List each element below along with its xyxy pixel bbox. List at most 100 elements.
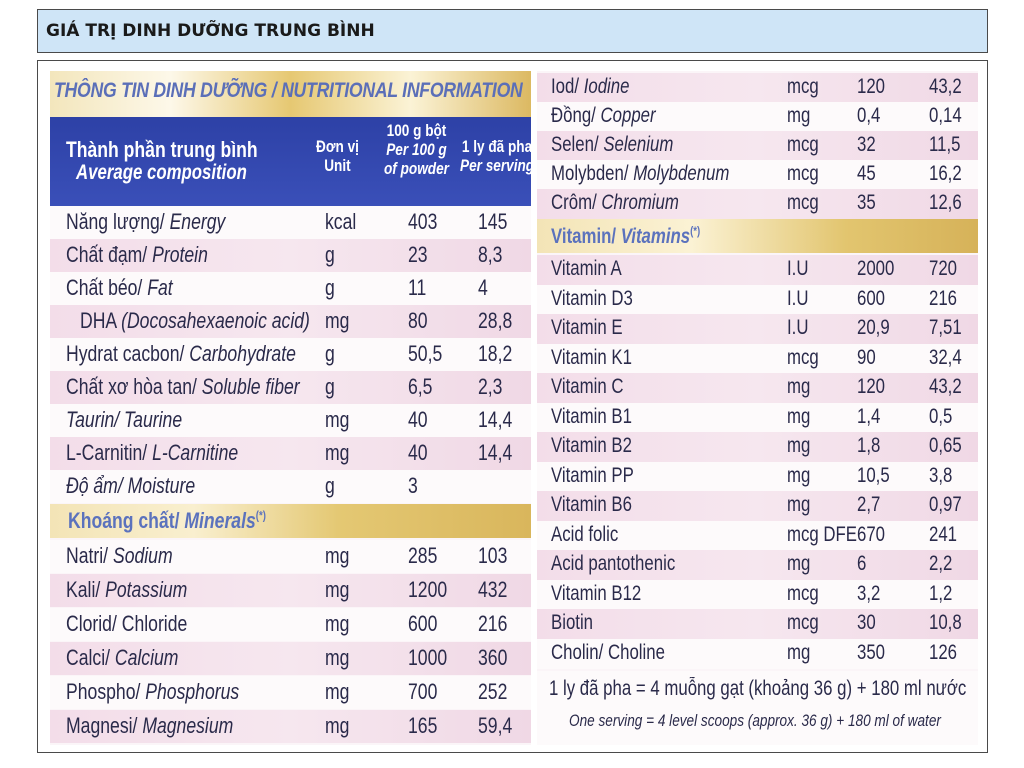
- vitamin-row: Acid pantothenic mg 6 2,2: [537, 550, 978, 580]
- nutrient-unit: mg: [325, 308, 350, 333]
- nutrient-per-serving: 4: [478, 275, 488, 300]
- mineral-row: Magnesi/ Magnesium mg 165 59,4: [50, 710, 531, 743]
- minerals-title: Khoáng chất/ Minerals(*): [68, 508, 266, 534]
- vitamin-per-100g: 6: [857, 552, 867, 575]
- nutrient-row: Hydrat cacbon/ Carbohydrate g 50,5 18,2: [50, 338, 531, 371]
- mineral-name-en: Phosphorus: [145, 679, 240, 704]
- mineral-name: Molybden/ Molybdenum: [551, 162, 729, 186]
- vitamin-row: Acid folic mcg DFE 670 241: [537, 520, 978, 551]
- nutrient-name-en: Fat: [147, 275, 173, 300]
- mineral-unit: mcg: [787, 191, 819, 214]
- col-unit-vi: Đơn vị: [316, 137, 359, 156]
- nutrient-row: DHA (Docosahexaenoic acid) mg 80 28,8: [50, 305, 531, 338]
- mineral-per-100g: 700: [408, 679, 438, 704]
- vitamin-per-100g: 3,2: [857, 581, 881, 605]
- nutrient-per-serving: 8,3: [478, 242, 503, 267]
- mineral-name-vi: Đồng/: [551, 104, 601, 127]
- vitamin-row: Biotin mcg 30 10,8: [537, 609, 978, 639]
- minerals-band: Khoáng chất/ Minerals(*): [50, 504, 531, 538]
- vitamin-row: Vitamin B12 mcg 3,2 1,2: [537, 579, 978, 610]
- nutrient-name-vi: Chất béo/: [66, 275, 148, 300]
- col-composition-vi: Thành phần trung bình: [66, 137, 258, 162]
- mineral-name: Clorid/ Chloride: [66, 611, 187, 637]
- mineral-unit: mg: [787, 104, 811, 127]
- nutrient-row: Năng lượng/ Energy kcal 403 145: [50, 206, 531, 239]
- vitamin-per-100g: 10,5: [857, 463, 890, 487]
- serving-note: 1 ly đã pha = 4 muỗng gạt (khoảng 36 g) …: [537, 671, 978, 745]
- vitamin-unit: I.U: [787, 316, 809, 339]
- col-per-100g: 100 g bột Per 100 g of powder: [384, 121, 449, 178]
- mineral-row: Clorid/ Chloride mg 600 216: [50, 608, 531, 641]
- col-per-100g-vi: 100 g bột: [386, 121, 447, 140]
- mineral-name-en: Chromium: [601, 191, 679, 214]
- mineral-unit: mg: [325, 679, 350, 704]
- vitamin-per-serving: 126: [929, 640, 958, 664]
- nutrient-row: Chất xơ hòa tan/ Soluble fiber g 6,5 2,3: [50, 371, 531, 404]
- nutrient-name-en: L-Carnitine: [152, 440, 239, 465]
- mineral-name: Phospho/ Phosphorus: [66, 679, 239, 705]
- nutrient-unit: mg: [325, 440, 350, 465]
- serving-note-en: One serving = 4 level scoops (approx. 36…: [569, 711, 941, 730]
- mineral-name: Kali/ Potassium: [66, 577, 187, 603]
- mineral-row: Selen/ Selenium mcg 32 11,5: [537, 131, 978, 161]
- mineral-name-vi: Selen/: [551, 133, 604, 156]
- nutrient-per-100g: 80: [408, 308, 428, 333]
- vitamin-row: Vitamin A I.U 2000 720: [537, 255, 978, 285]
- mineral-name-en: Magnesium: [142, 713, 234, 738]
- page-title: GIÁ TRỊ DINH DƯỠNG TRUNG BÌNH: [46, 21, 375, 41]
- vitamin-row: Vitamin B1 mg 1,4 0,5: [537, 402, 978, 433]
- vitamin-per-100g: 670: [857, 522, 886, 546]
- mineral-row: Phospho/ Phosphorus mg 700 252: [50, 676, 531, 709]
- mineral-name-en: Iodine: [583, 75, 630, 98]
- nutrient-name-vi: L-Carnitin/: [66, 440, 153, 465]
- vitamin-per-100g: 30: [857, 611, 876, 634]
- nutrient-per-100g: 40: [408, 440, 428, 465]
- serving-note-vi: 1 ly đã pha = 4 muỗng gạt (khoảng 36 g) …: [549, 677, 967, 700]
- vitamin-per-serving: 0,97: [929, 493, 962, 516]
- vitamin-name: Cholin/ Choline: [551, 640, 665, 664]
- nutrient-name: Độ ẩm/ Moisture: [66, 473, 195, 499]
- vitamin-per-100g: 20,9: [857, 316, 890, 339]
- vitamin-row: Vitamin B2 mg 1,8 0,65: [537, 432, 978, 462]
- nutrient-per-100g: 3: [408, 473, 418, 498]
- vitamin-name: Vitamin D3: [551, 286, 633, 310]
- mineral-unit: mcg: [787, 162, 819, 185]
- nutrient-name: Chất xơ hòa tan/ Soluble fiber: [66, 374, 300, 400]
- col-per-100g-en2: of powder: [384, 159, 449, 178]
- mineral-per-serving: 216: [478, 611, 508, 636]
- nutrient-unit: g: [325, 473, 335, 498]
- mineral-name-en: Molybdenum: [633, 162, 730, 185]
- vitamin-per-100g: 120: [857, 375, 886, 398]
- mineral-per-100g: 1000: [408, 645, 448, 670]
- nutrient-per-serving: 14,4: [478, 440, 513, 465]
- mineral-name: Natri/ Sodium: [66, 543, 173, 569]
- nutrient-row: Taurin/ Taurine mg 40 14,4: [50, 404, 531, 437]
- vitamin-name: Vitamin B6: [551, 493, 632, 516]
- mineral-row: Natri/ Sodium mg 285 103: [50, 540, 531, 573]
- vitamin-unit: mg: [787, 404, 811, 428]
- vitamin-name: Vitamin B2: [551, 434, 632, 457]
- nutrition-info-title: THÔNG TIN DINH DƯỠNG / NUTRITIONAL INFOR…: [54, 79, 523, 102]
- minerals-title-vi: Khoáng chất/: [68, 508, 185, 533]
- mineral-unit: mg: [325, 713, 350, 738]
- vitamin-per-100g: 2,7: [857, 493, 881, 516]
- mineral-name-en: Sodium: [112, 543, 173, 568]
- mineral-name-vi: Magnesi/: [66, 713, 143, 738]
- nutrient-name-vi: Chất đạm/: [66, 242, 153, 267]
- vitamin-per-100g: 90: [857, 345, 876, 369]
- nutrient-name-en: Protein: [152, 242, 208, 267]
- nutrient-unit: mg: [325, 407, 350, 432]
- vitamins-title: Vitamin/ Vitamins(*): [551, 224, 700, 249]
- nutrient-row: Độ ẩm/ Moisture g 3: [50, 470, 531, 503]
- vitamin-name: Acid pantothenic: [551, 552, 676, 575]
- vitamins-band: Vitamin/ Vitamins(*): [537, 219, 978, 253]
- mineral-name-vi: Calci/: [66, 645, 115, 670]
- vitamin-per-serving: 10,8: [929, 611, 962, 634]
- mineral-per-serving: 103: [478, 543, 508, 568]
- nutrient-name-vi: DHA: [80, 308, 122, 333]
- vitamin-unit: mcg: [787, 611, 819, 634]
- col-per-serving-vi: 1 ly đã pha: [461, 137, 531, 156]
- nutrition-label-right: Iod/ Iodine mcg 120 43,2 Đồng/ Copper mg 0,4 0,…: [537, 71, 978, 745]
- nutrient-name-en: Carbohydrate: [189, 341, 296, 366]
- nutrient-per-100g: 403: [408, 209, 438, 234]
